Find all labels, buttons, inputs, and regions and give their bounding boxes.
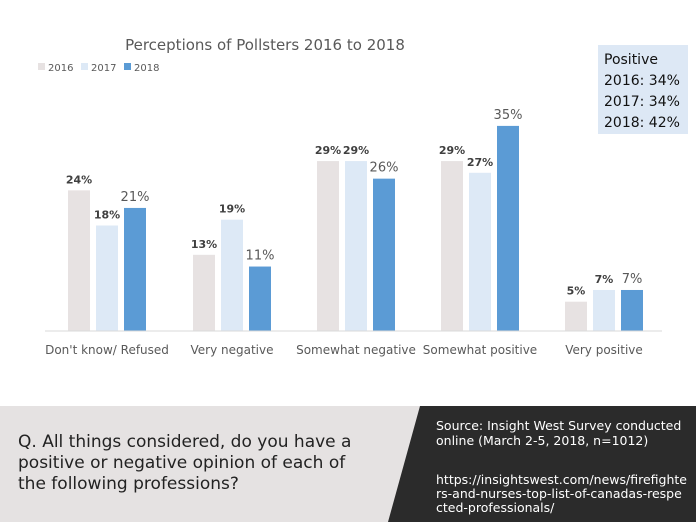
bar-chart: Perceptions of Pollsters 2016 to 2018 20… xyxy=(38,36,662,357)
category-label-3: Somewhat positive xyxy=(423,343,537,357)
value-label-2016-0: 24% xyxy=(66,173,92,186)
category-label-1: Very negative xyxy=(191,343,274,357)
source-text: Source: Insight West Survey conducted on… xyxy=(436,418,682,448)
category-label-2: Somewhat negative xyxy=(296,343,416,357)
bar-2017-1 xyxy=(221,219,243,331)
value-label-2018-1: 11% xyxy=(246,249,275,264)
bar-2017-3 xyxy=(469,172,491,331)
bar-2018-0 xyxy=(124,207,146,331)
value-label-2018-0: 21% xyxy=(121,190,150,205)
positive-line-2018: 2018: 42% xyxy=(604,115,680,131)
category-labels-group: Don't know/ Refused Very negative Somewhat… xyxy=(45,343,643,357)
bar-2016-0 xyxy=(68,190,90,331)
value-label-2017-3: 27% xyxy=(467,156,493,169)
value-label-2016-4: 5% xyxy=(567,285,586,298)
source-url: https://insightswest.com/news/firefighte… xyxy=(436,472,687,515)
legend-label-2018: 2018 xyxy=(134,63,159,74)
bar-2018-4 xyxy=(621,289,643,331)
value-label-2017-0: 18% xyxy=(94,209,120,222)
bar-2017-4 xyxy=(593,289,615,331)
question-text: Q. All things considered, do you have a … xyxy=(18,432,352,494)
bar-2018-3 xyxy=(497,125,519,332)
bar-2016-1 xyxy=(193,254,215,331)
value-label-2016-3: 29% xyxy=(439,144,465,157)
positive-line-2017: 2017: 34% xyxy=(604,94,680,110)
bar-2018-1 xyxy=(249,266,271,331)
positive-line-2016: 2016: 34% xyxy=(604,73,680,89)
value-label-2017-4: 7% xyxy=(595,273,614,286)
bar-2017-2 xyxy=(345,161,367,331)
value-label-2016-1: 13% xyxy=(191,238,217,251)
value-label-2016-2: 29% xyxy=(315,144,341,157)
value-label-2018-3: 35% xyxy=(494,108,523,123)
bar-2016-3 xyxy=(441,161,463,331)
value-label-2018-4: 7% xyxy=(622,272,643,287)
legend: 2016 2017 2018 xyxy=(38,63,159,74)
bar-2016-4 xyxy=(565,301,587,331)
legend-swatch-2017 xyxy=(81,63,88,70)
value-labels-group: 24%18%21%13%19%11%29% 29%26%29%27%35%5%7%… xyxy=(66,108,642,298)
positive-title: Positive xyxy=(604,52,658,68)
bar-2016-2 xyxy=(317,161,339,331)
chart-title: Perceptions of Pollsters 2016 to 2018 xyxy=(125,36,405,54)
value-label-2017-2: 29% xyxy=(343,144,369,157)
legend-swatch-2016 xyxy=(38,63,45,70)
positive-summary-box: Positive 2016: 34% 2017: 34% 2018: 42% xyxy=(598,45,688,134)
category-label-4: Very positive xyxy=(565,343,643,357)
value-label-2018-2: 26% xyxy=(370,161,399,176)
legend-label-2017: 2017 xyxy=(91,63,116,74)
bar-2017-0 xyxy=(96,225,118,331)
category-label-0: Don't know/ Refused xyxy=(45,343,169,357)
legend-swatch-2018 xyxy=(124,63,131,70)
legend-label-2016: 2016 xyxy=(48,63,73,74)
value-label-2017-1: 19% xyxy=(219,203,245,216)
bars-group xyxy=(68,125,643,332)
bar-2018-2 xyxy=(373,178,395,331)
